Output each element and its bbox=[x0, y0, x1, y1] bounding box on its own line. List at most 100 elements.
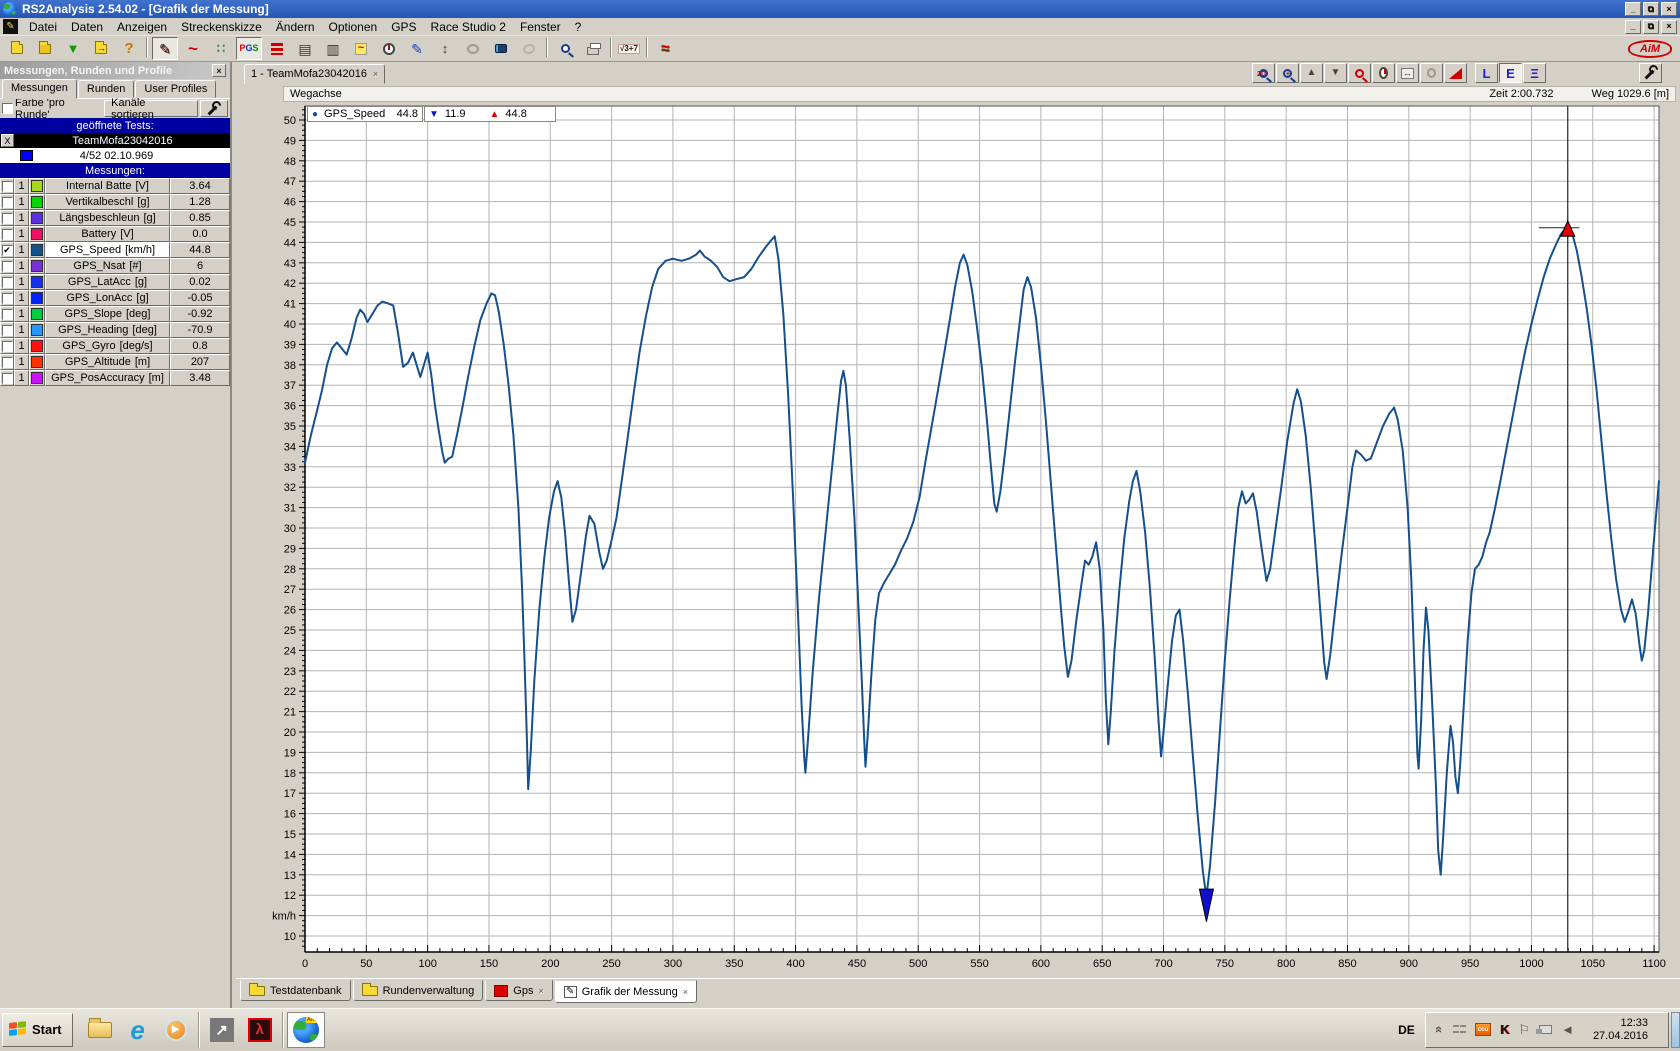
zoom-prev-button[interactable]: ▲ bbox=[1300, 63, 1323, 83]
values-table-button[interactable]: ~ bbox=[348, 37, 374, 60]
open-test-button[interactable] bbox=[4, 37, 30, 60]
channel-row[interactable]: 1 GPS_LonAcc [g] -0.05 bbox=[0, 290, 230, 306]
zoom-next-button[interactable]: ▼ bbox=[1324, 63, 1347, 83]
child-restore-button[interactable]: ⧉ bbox=[1643, 19, 1659, 34]
menu-item-datei[interactable]: Datei bbox=[29, 19, 58, 34]
tab-rundenverwaltung[interactable]: Rundenverwaltung bbox=[352, 980, 484, 1001]
channel-name-button[interactable]: Längsbeschleun [g] bbox=[45, 210, 170, 226]
kaspersky-icon[interactable]: K bbox=[1500, 1022, 1510, 1037]
lap-color-swatch[interactable] bbox=[20, 150, 33, 161]
minimize-button[interactable]: _ bbox=[1625, 2, 1641, 16]
channel-checkbox[interactable] bbox=[1, 292, 13, 304]
channel-name-button[interactable]: GPS_Slope [deg] bbox=[45, 306, 170, 322]
speed-plot[interactable]: 10 km/h 12 13 14 15 16 17 18 19 20 21 22 23 24 25 26 27 28… bbox=[236, 84, 1676, 980]
minmax-legend[interactable]: ▼ 11.9 ▲ 44.8 bbox=[424, 106, 556, 122]
channel-checkbox[interactable] bbox=[1, 260, 13, 272]
report-button[interactable]: ▤ bbox=[292, 37, 318, 60]
import-data-button[interactable]: ▼ bbox=[60, 37, 86, 60]
tab-close-icon[interactable]: × bbox=[538, 985, 544, 996]
menu-item-fenster[interactable]: Fenster bbox=[519, 19, 561, 34]
channel-checkbox[interactable] bbox=[1, 212, 13, 224]
tray-window-icon[interactable] bbox=[1452, 1024, 1466, 1036]
channel-checkbox[interactable] bbox=[1, 372, 13, 384]
min-marker-triangle[interactable] bbox=[1198, 888, 1215, 922]
channel-checkbox[interactable] bbox=[1, 324, 13, 336]
channel-checkbox[interactable] bbox=[1, 308, 13, 320]
channel-row[interactable]: 1 GPS_Altitude [m] 207 bbox=[0, 354, 230, 370]
layout-single-button[interactable]: L bbox=[1475, 63, 1498, 83]
xy-plot-button[interactable]: ∷ bbox=[208, 37, 234, 60]
show-desktop-button[interactable] bbox=[1671, 1011, 1680, 1048]
taskbar-internet-explorer-button[interactable]: e bbox=[119, 1012, 157, 1048]
menu-item--ndern[interactable]: Ändern bbox=[275, 19, 315, 34]
action-center-flag-icon[interactable]: ⚐ bbox=[1518, 1021, 1531, 1037]
test-row[interactable]: X TeamMofa23042016 bbox=[0, 133, 230, 148]
export-data-button[interactable]: → bbox=[88, 37, 114, 60]
tab-grafik-der-messung[interactable]: ✎ Grafik der Messung × bbox=[554, 980, 697, 1003]
volume-icon[interactable]: ◄ bbox=[1561, 1022, 1574, 1037]
panel-tab-messungen[interactable]: Messungen bbox=[2, 79, 77, 99]
channel-checkbox[interactable] bbox=[1, 356, 13, 368]
menu-item-daten[interactable]: Daten bbox=[71, 19, 104, 34]
test-close-button[interactable]: X bbox=[1, 134, 14, 147]
channel-row[interactable]: 1 GPS_PosAccuracy [m] 3.48 bbox=[0, 370, 230, 386]
open-config-button[interactable] bbox=[32, 37, 58, 60]
chart-tab-close-icon[interactable]: × bbox=[373, 69, 379, 79]
tab-close-icon[interactable]: × bbox=[682, 986, 688, 997]
menu-item-race-studio-2[interactable]: Race Studio 2 bbox=[430, 19, 506, 34]
channel-row[interactable]: 1 GPS_Heading [deg] -70.9 bbox=[0, 322, 230, 338]
channel-name-button[interactable]: Internal Batte [V] bbox=[45, 178, 170, 194]
menu-item-anzeigen[interactable]: Anzeigen bbox=[117, 19, 168, 34]
tab-testdatenbank[interactable]: Testdatenbank bbox=[240, 980, 351, 1001]
clock[interactable]: 12:33 27.04.2016 bbox=[1583, 1017, 1658, 1043]
gauge-button[interactable] bbox=[376, 37, 402, 60]
layout-double-button[interactable]: E bbox=[1499, 63, 1522, 83]
channel-row[interactable]: 1 GPS_Gyro [deg/s] 0.8 bbox=[0, 338, 230, 354]
zoom-in-button[interactable]: + bbox=[1276, 63, 1299, 83]
channel-checkbox[interactable] bbox=[1, 340, 13, 352]
tray-expand-icon[interactable]: « bbox=[1431, 1025, 1447, 1034]
channel-row[interactable]: 1 GPS_Slope [deg] -0.92 bbox=[0, 306, 230, 322]
series-legend[interactable]: ● GPS_Speed 44.8 bbox=[307, 106, 423, 122]
menu-item-gps[interactable]: GPS bbox=[391, 19, 417, 34]
help-hf-button[interactable]: ? bbox=[116, 37, 142, 60]
taskbar-media-player-button[interactable]: ▶ bbox=[157, 1012, 195, 1048]
max-marker-triangle[interactable] bbox=[1559, 219, 1576, 237]
print-button[interactable] bbox=[580, 37, 606, 60]
menu-item--[interactable]: ? bbox=[574, 19, 582, 34]
channel-row[interactable]: 1 Längsbeschleun [g] 0.85 bbox=[0, 210, 230, 226]
sort-channels-button[interactable]: Kanäle sortieren bbox=[104, 97, 198, 121]
taskbar-rs2-shortcut-button[interactable]: ↗ bbox=[203, 1012, 241, 1048]
channel-checkbox[interactable] bbox=[1, 196, 13, 208]
panel-tab-runden[interactable]: Runden bbox=[77, 80, 135, 98]
channel-name-button[interactable]: GPS_Speed [km/h] bbox=[45, 242, 170, 258]
distance-axis-button[interactable]: ↔ bbox=[1396, 63, 1419, 83]
start-button[interactable]: Start bbox=[2, 1012, 73, 1047]
menu-item-streckenskizze[interactable]: Streckenskizze bbox=[181, 19, 262, 34]
channel-name-button[interactable]: GPS_LonAcc [g] bbox=[45, 290, 170, 306]
channel-settings-button[interactable] bbox=[200, 100, 228, 117]
channel-name-button[interactable]: Vertikalbeschl [g] bbox=[45, 194, 170, 210]
channel-checkbox[interactable] bbox=[1, 228, 13, 240]
report-split-button[interactable]: ▥ bbox=[320, 37, 346, 60]
track-map-button[interactable] bbox=[460, 37, 486, 60]
channel-name-button[interactable]: GPS_PosAccuracy [m] bbox=[45, 370, 170, 386]
taskbar-explorer-button[interactable] bbox=[81, 1012, 119, 1048]
child-close-button[interactable]: × bbox=[1661, 19, 1677, 34]
track-compare-button[interactable] bbox=[516, 37, 542, 60]
histogram-button[interactable] bbox=[264, 37, 290, 60]
channel-checkbox[interactable] bbox=[1, 180, 13, 192]
channel-row[interactable]: 1 GPS_LatAcc [g] 0.02 bbox=[0, 274, 230, 290]
measure-graph-button[interactable]: ✎ bbox=[152, 37, 178, 60]
lap-row[interactable]: 4/52 02.10.969 bbox=[0, 148, 230, 163]
zoom-2d-button[interactable]: 2D bbox=[1252, 63, 1275, 83]
channel-name-button[interactable]: Battery [V] bbox=[45, 226, 170, 242]
menu-item-optionen[interactable]: Optionen bbox=[328, 19, 378, 34]
chart-tab[interactable]: 1 - TeamMofa23042016 × bbox=[244, 64, 386, 84]
device-config-button[interactable] bbox=[488, 37, 514, 60]
channel-name-button[interactable]: GPS_Heading [deg] bbox=[45, 322, 170, 338]
ccu-icon[interactable]: ccu bbox=[1475, 1023, 1492, 1036]
zoom-out-button[interactable] bbox=[1348, 63, 1371, 83]
layout-triple-button[interactable]: Ξ bbox=[1523, 63, 1546, 83]
